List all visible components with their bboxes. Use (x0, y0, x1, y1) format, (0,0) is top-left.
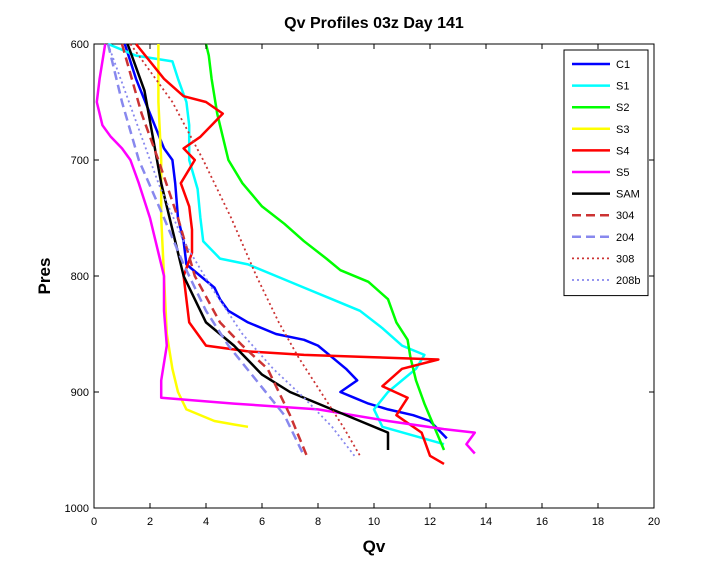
series-line-s3 (157, 44, 249, 429)
series-line-304 (120, 43, 308, 457)
series-line-208b (107, 43, 356, 457)
legend: C1 S1 S2 S3 S4 S5 SAM 304 204 308 208b (563, 49, 649, 297)
x-tick-label: 14 (480, 516, 492, 528)
legend-label-s1: S1 (616, 81, 629, 93)
series-layer (95, 42, 477, 465)
legend-label-308: 308 (616, 253, 634, 265)
x-tick-label: 16 (536, 516, 548, 528)
y-axis-label: Pres (35, 258, 54, 295)
legend-label-s4: S4 (616, 145, 629, 157)
y-tick-label: 700 (71, 155, 89, 167)
x-axis-label: Qv (363, 537, 386, 556)
legend-label-s5: S5 (616, 167, 629, 179)
legend-label-208b: 208b (616, 275, 640, 287)
legend-label-304: 304 (616, 210, 634, 222)
y-tick-label: 900 (71, 387, 89, 399)
axis-ticks: 0 2 4 6 8 10 12 14 16 18 20 600 700 800 900 1000 (65, 39, 661, 528)
series-line-s1 (107, 42, 445, 446)
x-tick-label: 4 (203, 516, 209, 528)
series-line-s5 (95, 43, 477, 455)
plot-area (93, 43, 655, 509)
legend-label-s2: S2 (616, 102, 629, 114)
x-tick-label: 6 (259, 516, 265, 528)
legend-label-204: 204 (616, 232, 634, 244)
y-tick-label: 800 (71, 271, 89, 283)
y-tick-label: 600 (71, 39, 89, 51)
legend-label-sam: SAM (616, 189, 640, 201)
series-line-204 (106, 43, 306, 457)
series-line-c1 (123, 43, 448, 440)
x-tick-label: 2 (147, 516, 153, 528)
legend-label-s3: S3 (616, 124, 629, 136)
x-tick-label: 8 (315, 516, 321, 528)
x-tick-label: 0 (91, 516, 97, 528)
x-tick-label: 20 (648, 516, 660, 528)
x-tick-label: 10 (368, 516, 380, 528)
legend-label-c1: C1 (616, 59, 630, 71)
y-tick-label: 1000 (65, 503, 89, 515)
chart-title: Qv Profiles 03z Day 141 (284, 15, 464, 32)
series-line-308 (129, 43, 361, 457)
series-line-s4 (135, 43, 445, 465)
x-tick-label: 18 (592, 516, 604, 528)
x-tick-label: 12 (424, 516, 436, 528)
